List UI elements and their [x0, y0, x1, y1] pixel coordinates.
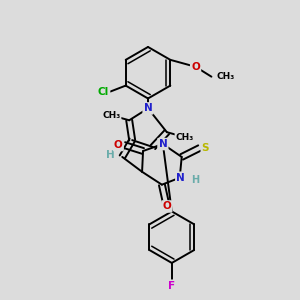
- Text: O: O: [114, 140, 123, 150]
- Text: CH₃: CH₃: [102, 111, 121, 120]
- Text: H: H: [192, 175, 200, 185]
- Text: Cl: Cl: [98, 86, 109, 97]
- Text: N: N: [176, 173, 185, 183]
- Text: N: N: [144, 103, 152, 113]
- Text: CH₃: CH₃: [216, 72, 235, 81]
- Text: S: S: [202, 143, 209, 153]
- Text: N: N: [158, 139, 167, 149]
- Text: H: H: [106, 150, 115, 160]
- Text: F: F: [168, 281, 175, 291]
- Text: O: O: [191, 62, 200, 72]
- Text: CH₃: CH₃: [176, 133, 194, 142]
- Text: O: O: [163, 202, 171, 212]
